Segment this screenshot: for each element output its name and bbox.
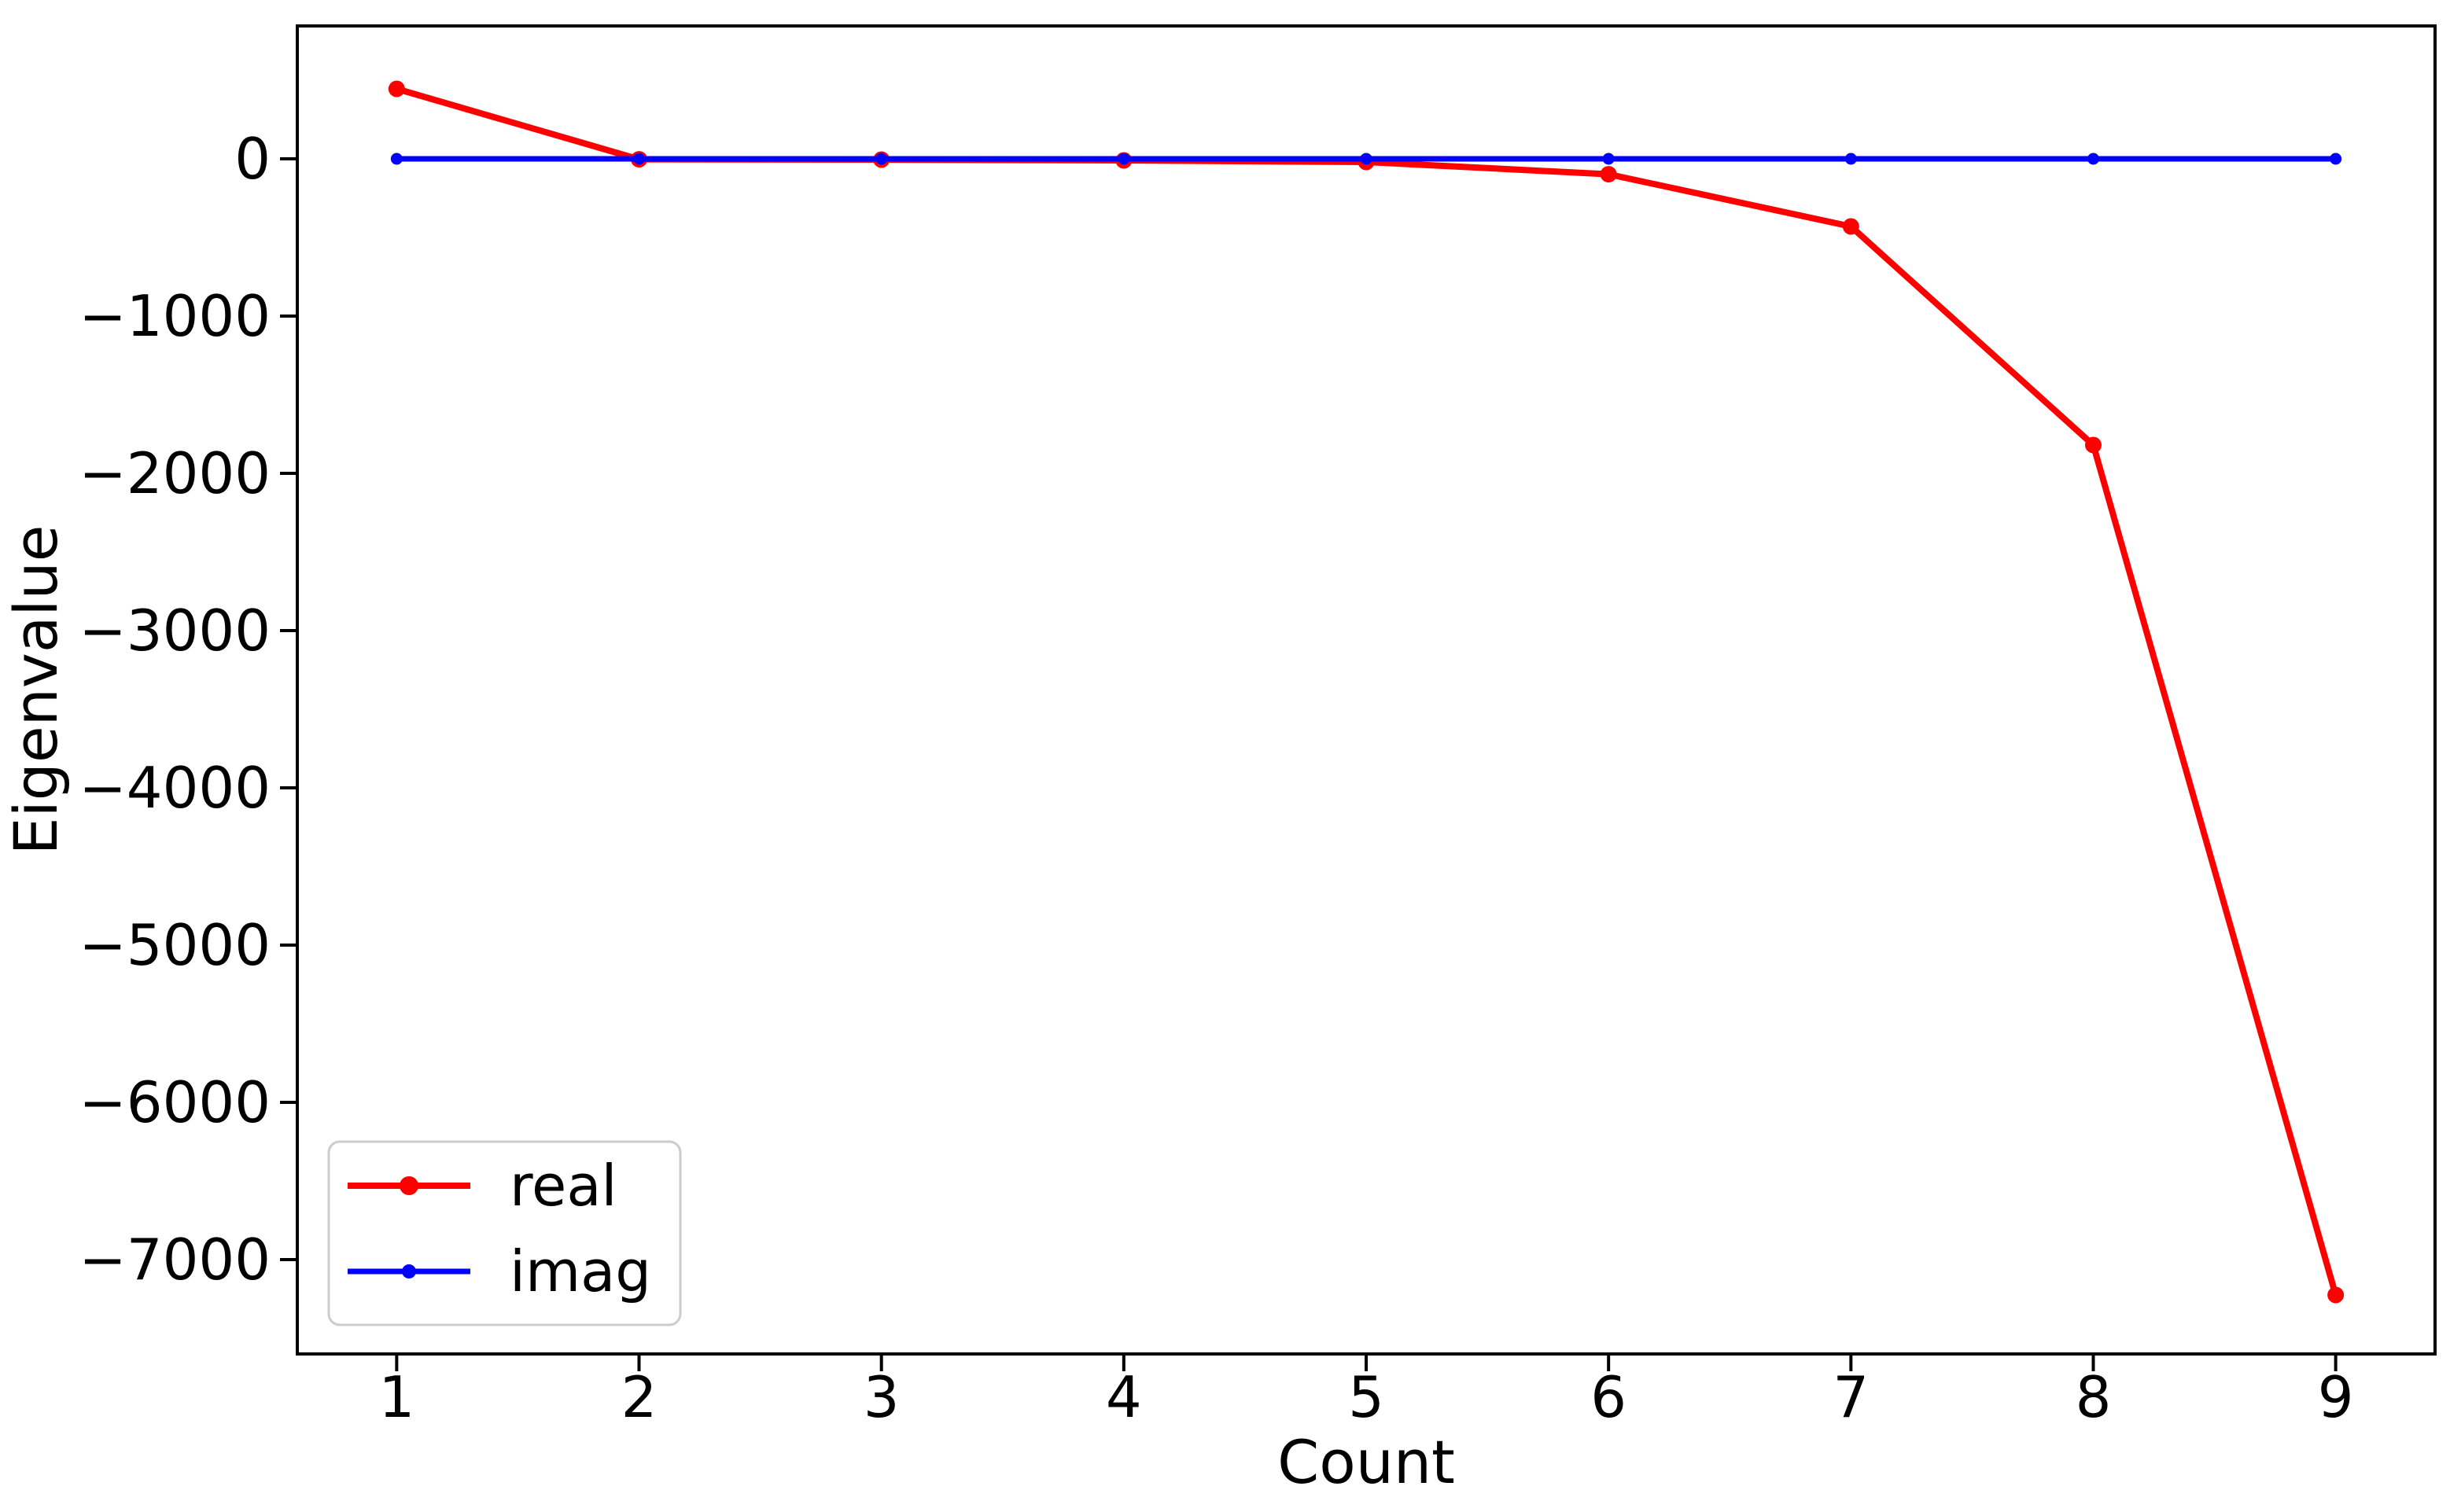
- imag-series-marker: [1844, 153, 1857, 165]
- imag-series-marker: [390, 153, 403, 165]
- y-axis: 0 −1000 −2000 −3000 −4000 −5000 −6000 −7000: [79, 126, 297, 1293]
- x-tick-label: 8: [2076, 1364, 2112, 1430]
- imag-series: [390, 153, 2342, 165]
- plot-border: [296, 24, 2437, 1356]
- y-axis-label: Eigenvalue: [1, 525, 71, 855]
- real-series-marker: [1842, 218, 1859, 235]
- legend-imag-marker-icon: [402, 1264, 416, 1278]
- real-series-marker: [2327, 1286, 2345, 1304]
- x-axis: 1 2 3 4 5 6 7 8 9: [378, 1354, 2354, 1430]
- imag-series-marker: [633, 153, 646, 165]
- y-tick-label: −5000: [79, 912, 271, 978]
- x-tick-label: 6: [1590, 1364, 1627, 1430]
- legend-entry-imag: imag: [348, 1238, 651, 1304]
- x-axis-label: Count: [1277, 1427, 1455, 1497]
- legend-real-marker-icon: [400, 1176, 418, 1195]
- y-tick-label: −2000: [79, 440, 271, 506]
- y-tick-label: 0: [234, 126, 271, 192]
- x-tick-label: 4: [1106, 1364, 1142, 1430]
- x-tick-label: 2: [621, 1364, 658, 1430]
- x-tick-label: 3: [864, 1364, 900, 1430]
- x-tick-label: 7: [1833, 1364, 1869, 1430]
- y-tick-label: −6000: [79, 1069, 271, 1135]
- y-tick-label: −4000: [79, 755, 271, 821]
- legend-entry-real: real: [348, 1153, 617, 1219]
- imag-series-marker: [1360, 153, 1372, 165]
- legend: real imag: [327, 1140, 682, 1326]
- y-tick-label: −3000: [79, 598, 271, 664]
- y-tick-label: −1000: [79, 283, 271, 349]
- x-tick-label: 1: [378, 1364, 414, 1430]
- y-tick-label: −7000: [79, 1227, 271, 1293]
- legend-real-label: real: [510, 1153, 617, 1219]
- x-tick-label: 5: [1348, 1364, 1384, 1430]
- imag-series-marker: [2087, 153, 2099, 165]
- legend-imag-label: imag: [510, 1238, 651, 1304]
- imag-series-marker: [1602, 153, 1615, 165]
- x-tick-label: 9: [2318, 1364, 2354, 1430]
- real-series-marker: [1600, 166, 1617, 183]
- imag-series-marker: [1118, 153, 1130, 165]
- real-series-marker: [388, 80, 405, 97]
- imag-series-marker: [875, 153, 888, 165]
- real-series-marker: [2084, 436, 2102, 454]
- imag-series-marker: [2330, 153, 2342, 165]
